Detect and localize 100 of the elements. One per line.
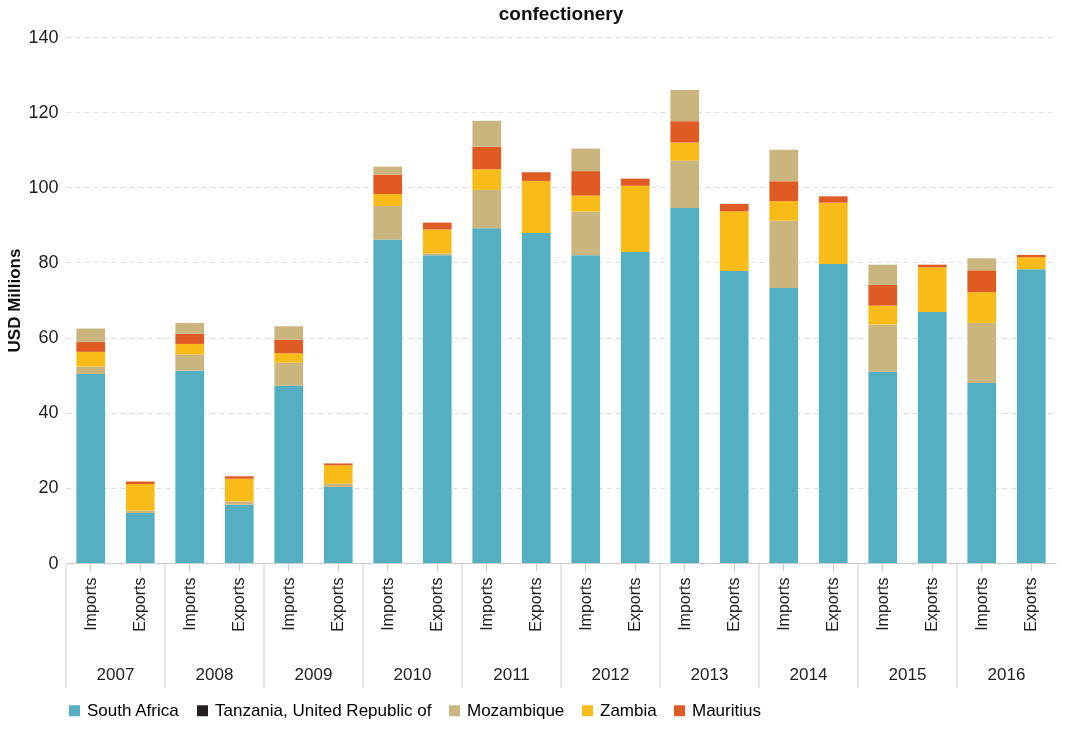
- bar: [224, 501, 254, 505]
- bar: [373, 239, 403, 563]
- text: 2010: [393, 665, 432, 684]
- bar: [274, 326, 304, 340]
- x-tick-label: Imports: [378, 577, 396, 631]
- y-tick-label: 140: [28, 26, 59, 47]
- text: 2007: [96, 665, 135, 684]
- bar: [472, 146, 502, 170]
- text: 2016: [987, 665, 1026, 684]
- bar: [76, 351, 106, 367]
- bar: [175, 354, 205, 371]
- bar: [323, 487, 353, 563]
- bar: [373, 194, 403, 207]
- bar: [125, 510, 155, 514]
- bar: [917, 312, 947, 563]
- bar: [620, 178, 650, 186]
- x-tick-label: Exports: [329, 577, 347, 632]
- bar: [373, 166, 403, 175]
- bar: [224, 504, 254, 563]
- bar: [323, 465, 353, 484]
- bar: [868, 371, 898, 563]
- text: 2012: [591, 665, 630, 684]
- bar: [571, 171, 601, 196]
- bar: [175, 343, 205, 355]
- bar: [422, 222, 452, 230]
- bar: [472, 120, 502, 147]
- bar: [125, 481, 155, 485]
- text: 2011: [493, 665, 530, 684]
- bar: [323, 483, 353, 488]
- bar: [670, 142, 700, 161]
- x-tick-label: Imports: [675, 577, 693, 631]
- bar: [571, 255, 601, 563]
- bar: [769, 201, 799, 221]
- bar: [670, 89, 700, 122]
- bar: [967, 322, 997, 384]
- y-tick-label: 40: [38, 402, 59, 423]
- bar: [274, 362, 304, 386]
- legend-label: Mozambique: [467, 700, 565, 720]
- bar: [224, 478, 254, 502]
- x-tick-label: Imports: [972, 577, 990, 631]
- bar: [719, 211, 749, 272]
- bar: [76, 374, 106, 563]
- bar: [868, 264, 898, 285]
- bar: [670, 121, 700, 143]
- text: 2013: [690, 665, 729, 684]
- x-tick-label: Imports: [180, 577, 198, 631]
- x-tick-label: Exports: [1022, 577, 1040, 632]
- bar: [422, 229, 452, 254]
- y-tick-label: 80: [38, 251, 59, 272]
- bar: [769, 220, 799, 288]
- bar: [967, 383, 997, 563]
- bar: [967, 258, 997, 271]
- bar: [175, 333, 205, 344]
- y-tick-label: 120: [28, 101, 59, 122]
- bar: [422, 255, 452, 563]
- x-tick-label: Imports: [774, 577, 792, 631]
- x-tick-label: Exports: [725, 577, 743, 632]
- x-tick-label: Imports: [279, 577, 297, 631]
- bar: [719, 271, 749, 563]
- bar: [76, 328, 106, 343]
- x-tick-label: Exports: [626, 577, 644, 632]
- bar: [818, 196, 848, 203]
- text: 2008: [195, 665, 234, 684]
- bar: [670, 160, 700, 208]
- bar: [769, 149, 799, 182]
- bar: [868, 305, 898, 325]
- x-tick-label: Imports: [873, 577, 891, 631]
- x-tick-label: Exports: [230, 577, 248, 632]
- bar: [125, 513, 155, 563]
- legend-label: Tanzania, United Republic of: [215, 700, 432, 720]
- y-axis-title: USD Millions: [5, 248, 25, 353]
- bar: [175, 370, 205, 563]
- bar: [769, 287, 799, 563]
- legend-label: South Africa: [87, 700, 180, 720]
- bar: [521, 180, 551, 234]
- bar: [472, 189, 502, 229]
- bar: [670, 207, 700, 563]
- bar: [472, 169, 502, 190]
- bar: [571, 195, 601, 212]
- x-tick-label: Exports: [131, 577, 149, 632]
- bar: [818, 263, 848, 563]
- bar: [76, 366, 106, 375]
- bar: [868, 284, 898, 306]
- bar: [224, 476, 254, 479]
- x-tick-label: Exports: [527, 577, 545, 632]
- legend-label: Mauritius: [692, 700, 761, 720]
- bar: [274, 339, 304, 354]
- bar: [521, 172, 551, 181]
- chart-title: confectionery: [498, 3, 624, 24]
- x-tick-label: Imports: [477, 577, 495, 631]
- bar: [472, 228, 502, 563]
- bar: [274, 353, 304, 363]
- bar: [1016, 269, 1046, 563]
- bar: [719, 203, 749, 212]
- bar: [1016, 257, 1046, 270]
- x-tick-label: Imports: [576, 577, 594, 631]
- bar: [373, 174, 403, 195]
- bar: [274, 385, 304, 563]
- bar: [175, 322, 205, 334]
- legend-label: Zambia: [600, 700, 658, 720]
